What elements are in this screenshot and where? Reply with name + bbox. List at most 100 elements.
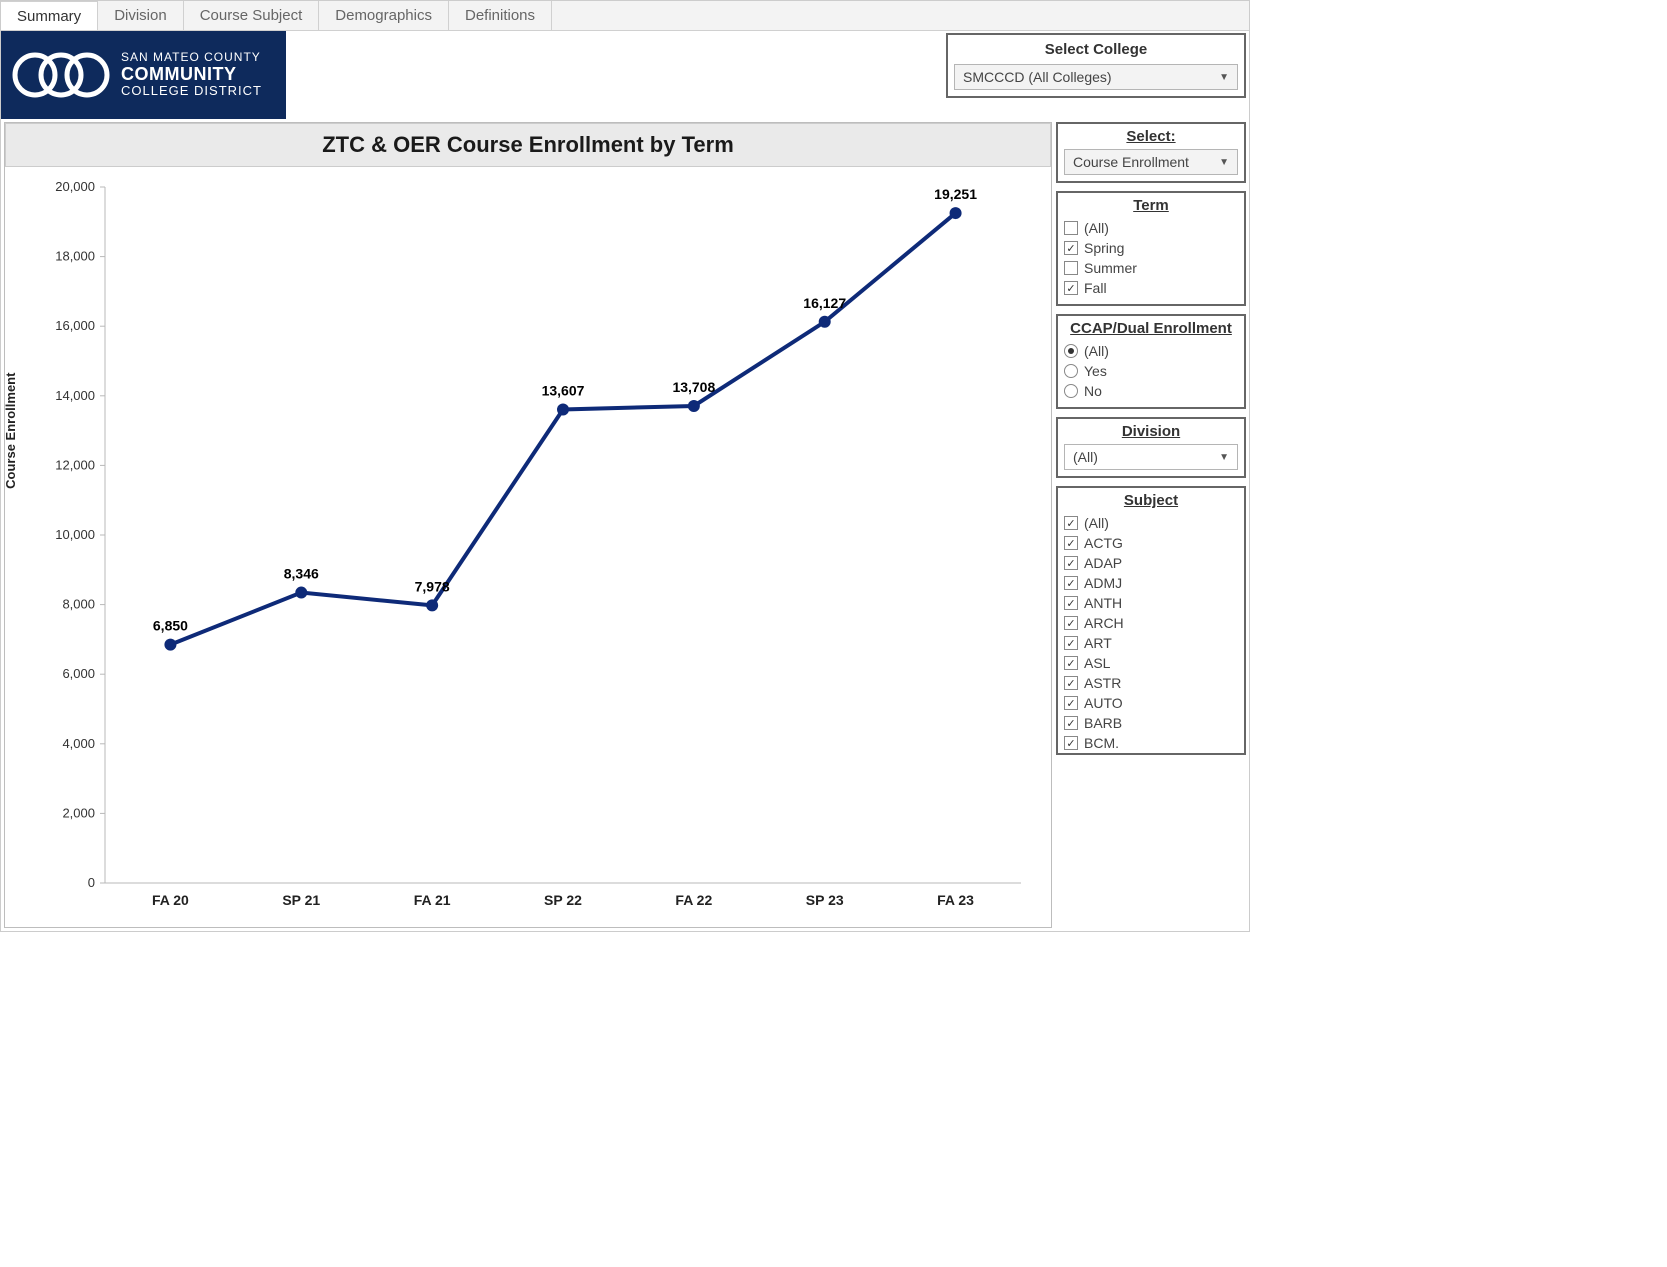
- checkbox-icon: ✓: [1064, 656, 1078, 670]
- subject-option-astr[interactable]: ✓ ASTR: [1064, 673, 1238, 693]
- tab-bar: SummaryDivisionCourse SubjectDemographic…: [1, 1, 1249, 31]
- division-dropdown[interactable]: (All) ▼: [1064, 444, 1238, 470]
- svg-text:SP 22: SP 22: [544, 892, 582, 908]
- subject-option-label: ACTG: [1084, 535, 1123, 551]
- subject-option-label: ADMJ: [1084, 575, 1122, 591]
- svg-text:19,251: 19,251: [934, 186, 977, 202]
- radio-icon: [1064, 384, 1078, 398]
- svg-text:20,000: 20,000: [55, 179, 95, 194]
- logo-rings-icon: [11, 47, 111, 103]
- tab-demographics[interactable]: Demographics: [319, 1, 449, 30]
- subject-option-label: (All): [1084, 515, 1109, 531]
- svg-text:10,000: 10,000: [55, 527, 95, 542]
- svg-text:12,000: 12,000: [55, 457, 95, 472]
- chevron-down-icon: ▼: [1219, 157, 1229, 168]
- college-select-title: Select College: [954, 41, 1238, 58]
- subject-option-label: BCM.: [1084, 735, 1119, 751]
- subject-option-label: ASTR: [1084, 675, 1121, 691]
- subject-option-arch[interactable]: ✓ ARCH: [1064, 613, 1238, 633]
- tab-definitions[interactable]: Definitions: [449, 1, 552, 30]
- svg-text:FA 22: FA 22: [675, 892, 712, 908]
- term-option-label: Fall: [1084, 280, 1107, 296]
- college-select-dropdown[interactable]: SMCCCD (All Colleges) ▼: [954, 64, 1238, 90]
- checkbox-icon: ✓: [1064, 281, 1078, 295]
- term-option-all[interactable]: (All): [1064, 218, 1238, 238]
- subject-option-label: ART: [1084, 635, 1112, 651]
- svg-text:0: 0: [88, 875, 95, 890]
- checkbox-icon: ✓: [1064, 596, 1078, 610]
- logo-line2: COMMUNITY: [121, 65, 262, 85]
- checkbox-icon: ✓: [1064, 696, 1078, 710]
- subject-option-label: AUTO: [1084, 695, 1123, 711]
- ccap-option-no[interactable]: No: [1064, 381, 1238, 401]
- svg-text:4,000: 4,000: [62, 736, 95, 751]
- select-metric-value: Course Enrollment: [1073, 154, 1189, 170]
- svg-text:18,000: 18,000: [55, 249, 95, 264]
- term-option-label: Summer: [1084, 260, 1137, 276]
- checkbox-icon: ✓: [1064, 676, 1078, 690]
- select-metric-panel: Select: Course Enrollment ▼: [1056, 122, 1246, 183]
- radio-icon: [1064, 364, 1078, 378]
- chevron-down-icon: ▼: [1219, 72, 1229, 83]
- svg-text:8,346: 8,346: [284, 566, 319, 582]
- svg-text:6,000: 6,000: [62, 666, 95, 681]
- svg-text:SP 23: SP 23: [806, 892, 844, 908]
- svg-text:7,978: 7,978: [415, 578, 450, 594]
- subject-option-barb[interactable]: ✓ BARB: [1064, 713, 1238, 733]
- subject-option-label: ARCH: [1084, 615, 1124, 631]
- subject-option-bcm[interactable]: ✓ BCM.: [1064, 733, 1238, 753]
- ccap-filter-panel: CCAP/Dual Enrollment (All) Yes No: [1056, 314, 1246, 409]
- checkbox-icon: ✓: [1064, 616, 1078, 630]
- checkbox-icon: ✓: [1064, 716, 1078, 730]
- subject-option-adap[interactable]: ✓ADAP: [1064, 553, 1238, 573]
- subject-option-label: ASL: [1084, 655, 1110, 671]
- subject-option-anth[interactable]: ✓ANTH: [1064, 593, 1238, 613]
- ccap-option-label: (All): [1084, 343, 1109, 359]
- checkbox-icon: ✓: [1064, 241, 1078, 255]
- term-filter-title: Term: [1064, 197, 1238, 214]
- division-filter-title: Division: [1064, 423, 1238, 440]
- logo-line1: SAN MATEO COUNTY: [121, 51, 262, 64]
- college-select-panel: Select College SMCCCD (All Colleges) ▼: [946, 33, 1246, 98]
- svg-text:16,000: 16,000: [55, 318, 95, 333]
- ccap-option-label: Yes: [1084, 363, 1107, 379]
- ccap-option-yes[interactable]: Yes: [1064, 361, 1238, 381]
- subject-option-asl[interactable]: ✓ ASL: [1064, 653, 1238, 673]
- subject-option-label: BARB: [1084, 715, 1122, 731]
- subject-option-auto[interactable]: ✓ AUTO: [1064, 693, 1238, 713]
- subject-option-all[interactable]: ✓(All): [1064, 513, 1238, 533]
- subject-option-admj[interactable]: ✓ ADMJ: [1064, 573, 1238, 593]
- ccap-option-label: No: [1084, 383, 1102, 399]
- svg-text:16,127: 16,127: [803, 295, 846, 311]
- svg-text:FA 20: FA 20: [152, 892, 189, 908]
- select-metric-title: Select:: [1064, 128, 1238, 145]
- ccap-filter-title: CCAP/Dual Enrollment: [1064, 320, 1238, 337]
- term-filter-panel: Term (All) ✓ Spring Summer ✓ Fall: [1056, 191, 1246, 306]
- ccap-option-all[interactable]: (All): [1064, 341, 1238, 361]
- chart-area: ZTC & OER Course Enrollment by Term Cour…: [4, 122, 1052, 928]
- svg-text:13,708: 13,708: [672, 379, 715, 395]
- tab-summary[interactable]: Summary: [1, 1, 98, 30]
- term-option-summer[interactable]: Summer: [1064, 258, 1238, 278]
- subject-option-actg[interactable]: ✓ ACTG: [1064, 533, 1238, 553]
- college-select-value: SMCCCD (All Colleges): [963, 69, 1112, 85]
- checkbox-icon: ✓: [1064, 576, 1078, 590]
- select-metric-dropdown[interactable]: Course Enrollment ▼: [1064, 149, 1238, 175]
- svg-text:14,000: 14,000: [55, 388, 95, 403]
- svg-text:6,850: 6,850: [153, 618, 188, 634]
- division-value: (All): [1073, 449, 1098, 465]
- checkbox-icon: ✓: [1064, 636, 1078, 650]
- checkbox-icon: ✓: [1064, 556, 1078, 570]
- term-option-fall[interactable]: ✓ Fall: [1064, 278, 1238, 298]
- tab-course-subject[interactable]: Course Subject: [184, 1, 320, 30]
- tab-division[interactable]: Division: [98, 1, 184, 30]
- chart-title: ZTC & OER Course Enrollment by Term: [5, 123, 1051, 167]
- checkbox-icon: ✓: [1064, 536, 1078, 550]
- subject-option-art[interactable]: ✓ ART: [1064, 633, 1238, 653]
- svg-text:8,000: 8,000: [62, 597, 95, 612]
- term-option-spring[interactable]: ✓ Spring: [1064, 238, 1238, 258]
- subject-filter-title: Subject: [1064, 492, 1238, 509]
- radio-icon: [1064, 344, 1078, 358]
- term-option-label: Spring: [1084, 240, 1124, 256]
- checkbox-icon: ✓: [1064, 736, 1078, 750]
